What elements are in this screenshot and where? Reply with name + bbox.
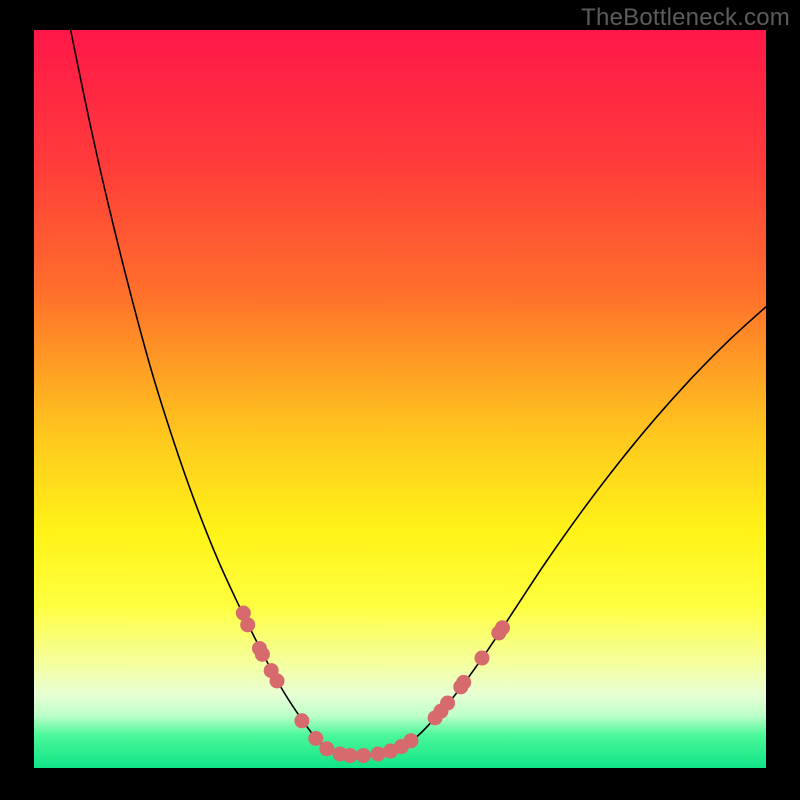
gradient-background (34, 30, 766, 768)
marker-point (356, 748, 370, 762)
marker-point (371, 747, 385, 761)
marker-point (441, 696, 455, 710)
marker-point (270, 674, 284, 688)
bottleneck-chart (0, 0, 800, 800)
marker-point (475, 651, 489, 665)
marker-point (309, 731, 323, 745)
marker-point (241, 618, 255, 632)
marker-point (320, 742, 334, 756)
marker-point (295, 714, 309, 728)
stage: TheBottleneck.com (0, 0, 800, 800)
marker-point (255, 647, 269, 661)
marker-point (343, 748, 357, 762)
marker-point (457, 675, 471, 689)
marker-point (404, 734, 418, 748)
watermark-label: TheBottleneck.com (581, 4, 790, 32)
marker-point (495, 621, 509, 635)
plot-area (34, 30, 766, 768)
